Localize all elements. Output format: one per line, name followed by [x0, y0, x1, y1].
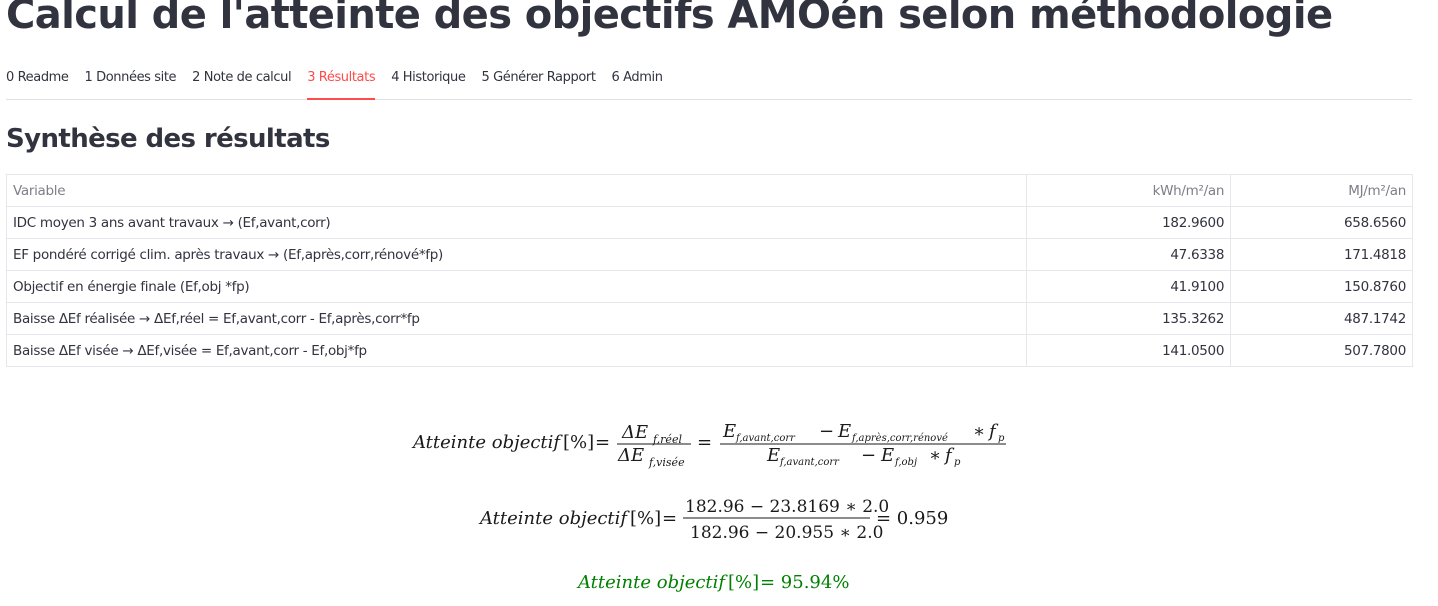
tab-bar: 0 Readme 1 Données site 2 Note de calcul…: [6, 62, 1412, 100]
table-row: Baisse ΔEf visée → ΔEf,visée = Ef,avant,…: [5, 334, 1413, 367]
cell-variable: EF pondéré corrigé clim. après travaux →…: [5, 238, 1028, 271]
formula-den-sub: f,visée: [648, 456, 685, 469]
table-row: EF pondéré corrigé clim. après travaux →…: [5, 238, 1413, 271]
formula-den2-b: E: [880, 445, 894, 466]
tab-admin[interactable]: 6 Admin: [611, 70, 663, 85]
formula-num2-a: E: [722, 421, 736, 442]
formula-den2-a: E: [766, 445, 780, 466]
table-row: IDC moyen 3 ans avant travaux → (Ef,avan…: [5, 206, 1413, 239]
tab-generer-rapport[interactable]: 5 Générer Rapport: [481, 70, 596, 85]
cell-mj: 658.6560: [1230, 206, 1413, 239]
tab-resultats[interactable]: 3 Résultats: [307, 62, 376, 100]
formula-num2-fp-sub: p: [998, 433, 1005, 444]
formula-num2-a-sub: f,avant,corr: [735, 433, 796, 444]
column-header-mj[interactable]: MJ/m²/an: [1230, 174, 1413, 207]
formula-lhs-label: Atteinte objectif: [411, 432, 563, 453]
cell-mj: 150.8760: [1230, 270, 1413, 303]
formula2-denominator: 182.96 − 20.955 ∗ 2.0: [690, 523, 883, 543]
cell-mj: 507.7800: [1230, 334, 1413, 367]
formula2-lhs-label: Atteinte objectif: [478, 508, 630, 529]
formula-num2-b-sub: f,après,corr,rénové: [851, 433, 948, 444]
svg-text:=: =: [595, 432, 610, 453]
svg-text:−: −: [819, 421, 834, 442]
cell-kwh: 135.3262: [1026, 302, 1232, 335]
column-header-variable[interactable]: Variable: [5, 174, 1028, 207]
svg-text:−: −: [861, 445, 876, 466]
cell-mj: 171.4818: [1230, 238, 1413, 271]
tab-note-de-calcul[interactable]: 2 Note de calcul: [192, 70, 292, 85]
formula-num2-b: E: [837, 421, 851, 442]
page-title: Calcul de l'atteinte des objectifs AMOén…: [6, 0, 1333, 38]
tab-donnees-site[interactable]: 1 Données site: [84, 70, 177, 85]
cell-variable: Objectif en énergie finale (Ef,obj *fp): [5, 270, 1028, 303]
svg-text:=: =: [662, 508, 677, 529]
cell-variable: Baisse ΔEf réalisée → ΔEf,réel = Ef,avan…: [5, 302, 1028, 335]
svg-text:=: =: [697, 432, 712, 453]
table-row: Objectif en énergie finale (Ef,obj *fp) …: [5, 270, 1413, 303]
formula-definition: Atteinte objectif [%] = ΔE f,réel ΔE f,v…: [411, 421, 1006, 469]
formula-den-delta: ΔE: [617, 445, 644, 466]
formula3-lhs-label: Atteinte objectif: [576, 572, 728, 593]
table-header-row: Variable kWh/m²/an MJ/m²/an: [5, 174, 1413, 207]
cell-variable: Baisse ΔEf visée → ΔEf,visée = Ef,avant,…: [5, 334, 1028, 367]
cell-kwh: 141.0500: [1026, 334, 1232, 367]
tab-historique[interactable]: 4 Historique: [391, 70, 466, 85]
svg-text:∗: ∗: [973, 421, 985, 442]
section-title: Synthèse des résultats: [6, 124, 330, 154]
formula-result: Atteinte objectif [%] = 95.94%: [576, 572, 849, 593]
formula-num-delta: ΔE: [621, 422, 648, 443]
formula-den2-b-sub: f,obj: [894, 457, 917, 468]
formula-percent: [%]: [563, 432, 594, 453]
formula2-result: = 0.959: [876, 508, 948, 529]
formula-den2-a-sub: f,avant,corr: [779, 457, 840, 468]
formula-den2-fp-sub: p: [954, 457, 961, 468]
formula-computation: Atteinte objectif [%] = 182.96 − 23.8169…: [478, 497, 948, 543]
formula2-numerator: 182.96 − 23.8169 ∗ 2.0: [685, 497, 889, 517]
cell-kwh: 182.9600: [1026, 206, 1232, 239]
formula-num-sub: f,réel: [652, 433, 682, 446]
cell-variable: IDC moyen 3 ans avant travaux → (Ef,avan…: [5, 206, 1028, 239]
formula3-result: = 95.94%: [760, 572, 849, 593]
svg-text:∗: ∗: [929, 445, 941, 466]
formula3-percent: [%]: [728, 572, 759, 593]
tab-readme[interactable]: 0 Readme: [6, 70, 69, 85]
column-header-kwh[interactable]: kWh/m²/an: [1026, 174, 1232, 207]
formula2-percent: [%]: [630, 508, 661, 529]
results-table: Variable kWh/m²/an MJ/m²/an IDC moyen 3 …: [5, 174, 1413, 367]
